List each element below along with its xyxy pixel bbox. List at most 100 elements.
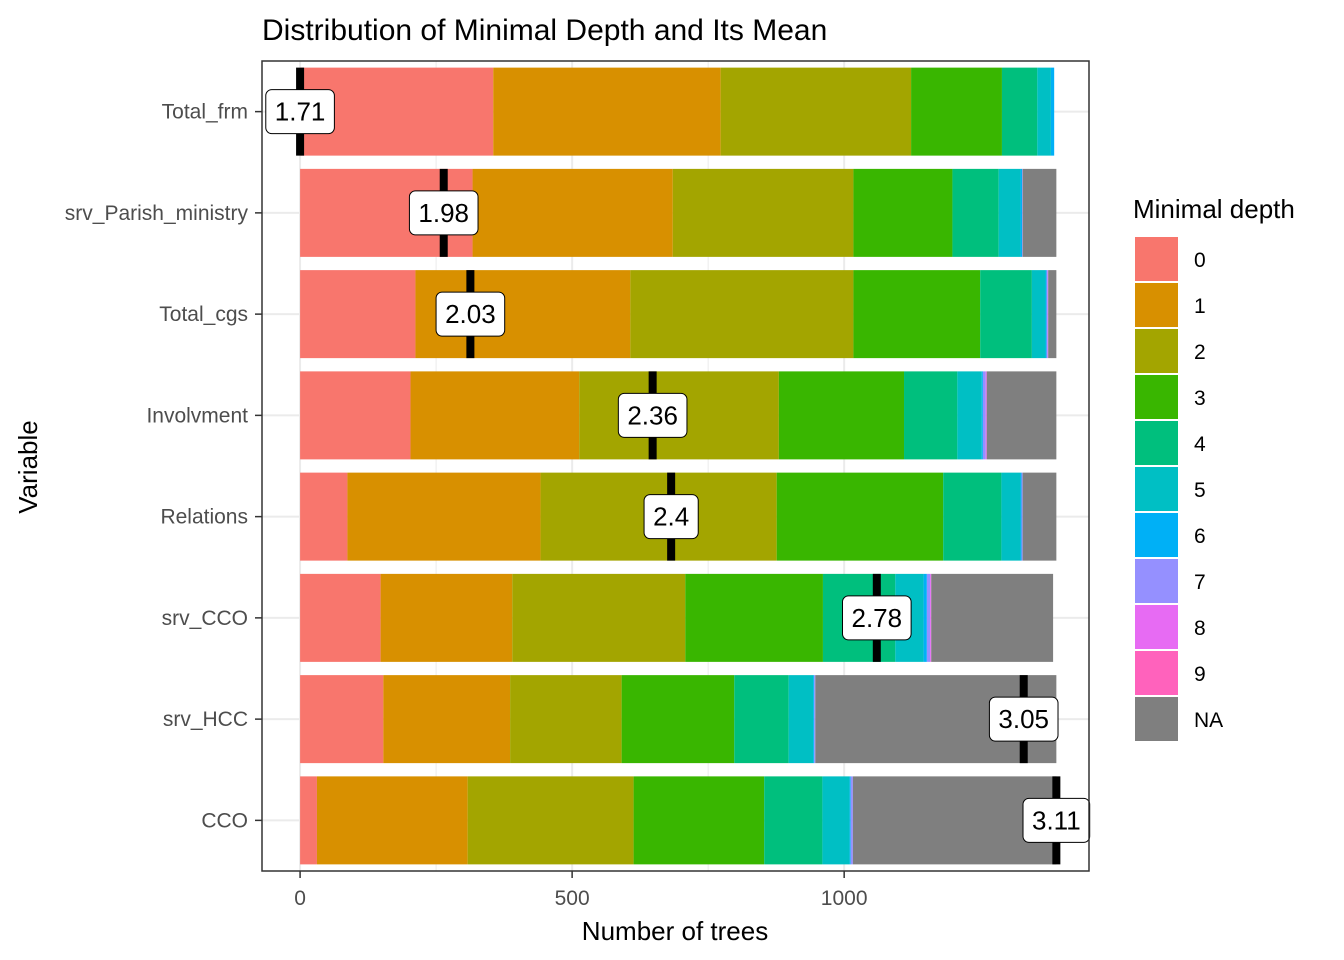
bar-segment xyxy=(1021,472,1023,561)
bar-segment xyxy=(685,573,823,662)
bar-segment xyxy=(383,675,511,764)
legend-key xyxy=(1135,651,1178,695)
bar-segment xyxy=(957,371,982,460)
mean-label: 3.05 xyxy=(998,704,1049,734)
bar-segment xyxy=(943,472,1002,561)
legend-label: 3 xyxy=(1194,387,1206,410)
bar-segment xyxy=(923,573,927,662)
bar-segment xyxy=(1022,472,1057,561)
bar-segment xyxy=(1020,168,1023,257)
legend-title: Minimal depth xyxy=(1133,194,1295,224)
bar-segment xyxy=(822,776,850,865)
legend-key xyxy=(1135,559,1178,603)
bar-segment xyxy=(980,270,1032,359)
legend-key xyxy=(1135,283,1178,327)
bar-segment xyxy=(778,371,905,460)
legend: Minimal depth 0 1 2 3 4 5 6 7 8 9 NA xyxy=(1133,194,1295,741)
bar-segment xyxy=(985,371,987,460)
bar-segment xyxy=(1050,67,1055,156)
bar-segment xyxy=(930,573,932,662)
bar-segment xyxy=(1048,270,1057,359)
y-axis-title: Variable xyxy=(13,420,43,513)
legend-label: 1 xyxy=(1194,295,1206,318)
legend-label: 6 xyxy=(1194,525,1206,548)
bar-segment xyxy=(911,67,1002,156)
y-tick-label: CCO xyxy=(201,809,248,832)
bar-segment xyxy=(347,472,541,561)
bar-segment xyxy=(788,675,814,764)
mean-label: 1.71 xyxy=(275,97,326,127)
x-axis-title: Number of trees xyxy=(582,916,768,946)
legend-key xyxy=(1135,237,1178,281)
y-tick-label: Involvment xyxy=(146,404,248,427)
bar-segment xyxy=(813,675,815,764)
mean-label-box xyxy=(617,392,688,438)
bar-segment xyxy=(998,168,1021,257)
bar-segment xyxy=(853,270,981,359)
mean-label: 3.11 xyxy=(1032,805,1081,835)
panel-border xyxy=(261,60,1090,872)
x-tick-label: 500 xyxy=(555,887,590,910)
bar-segment xyxy=(1022,168,1057,257)
bar-segment xyxy=(1031,270,1046,359)
chart-title: Distribution of Minimal Depth and Its Me… xyxy=(262,14,827,47)
bar-segment xyxy=(300,371,411,460)
bar-segment xyxy=(300,472,348,561)
bar-segment xyxy=(764,776,823,865)
x-tick-label: 0 xyxy=(294,887,306,910)
legend-key xyxy=(1135,605,1178,649)
legend-key xyxy=(1135,375,1178,419)
mean-label-box xyxy=(988,696,1059,742)
mean-label-box xyxy=(643,494,699,540)
bar-segment xyxy=(380,573,513,662)
bar-segment xyxy=(472,168,673,257)
bar-segment xyxy=(1001,472,1021,561)
bar-segment xyxy=(931,573,1054,662)
y-tick-label: Total_cgs xyxy=(159,303,248,326)
legend-label: 7 xyxy=(1194,571,1206,594)
bar-segment xyxy=(814,675,816,764)
legend-label: 4 xyxy=(1194,433,1206,456)
legend-label: NA xyxy=(1194,709,1223,732)
bar-segment xyxy=(852,776,1057,865)
mean-label-box xyxy=(842,595,912,641)
bar-segment xyxy=(849,776,851,865)
legend-key xyxy=(1135,421,1178,465)
bar-segment xyxy=(672,168,854,257)
legend-key xyxy=(1135,467,1178,511)
bar-segment xyxy=(1001,67,1038,156)
bar-segment xyxy=(410,371,580,460)
legend-key xyxy=(1135,513,1178,557)
bar-segment xyxy=(982,371,986,460)
bar-segment xyxy=(904,371,958,460)
bar-segment xyxy=(467,776,634,865)
y-tick-label: srv_Parish_ministry xyxy=(65,202,249,225)
y-tick-label: Total_frm xyxy=(162,101,248,124)
mean-label: 1.98 xyxy=(418,198,469,228)
legend-key xyxy=(1135,697,1178,741)
bar-segment xyxy=(621,675,735,764)
mean-label: 2.36 xyxy=(627,400,678,430)
y-tick-label: Relations xyxy=(160,506,248,529)
x-tick-label: 1000 xyxy=(821,887,868,910)
bar-segment xyxy=(300,270,416,359)
bar-segment xyxy=(776,472,944,561)
plot-area: 1.71 1.98 2.03 2.36 2.4 2.78 3.05 3.11 Total_frm… xyxy=(65,60,1091,910)
legend-label: 8 xyxy=(1194,617,1206,640)
bar-segment xyxy=(981,371,983,460)
bar-segment xyxy=(316,776,468,865)
legend-label: 2 xyxy=(1194,341,1206,364)
bar-segment xyxy=(512,573,686,662)
bar-segment xyxy=(850,776,853,865)
bar-segment xyxy=(734,675,789,764)
mean-label-box xyxy=(408,190,479,236)
legend-label: 0 xyxy=(1194,249,1206,272)
bar-segment xyxy=(926,573,931,662)
bar-segment xyxy=(1045,270,1047,359)
mean-label-box xyxy=(435,291,506,337)
mean-label: 2.78 xyxy=(852,603,903,633)
y-tick-label: srv_HCC xyxy=(163,708,248,731)
mean-label: 2.03 xyxy=(445,299,496,329)
bar-segment xyxy=(986,371,1057,460)
bar-segment xyxy=(300,675,384,764)
